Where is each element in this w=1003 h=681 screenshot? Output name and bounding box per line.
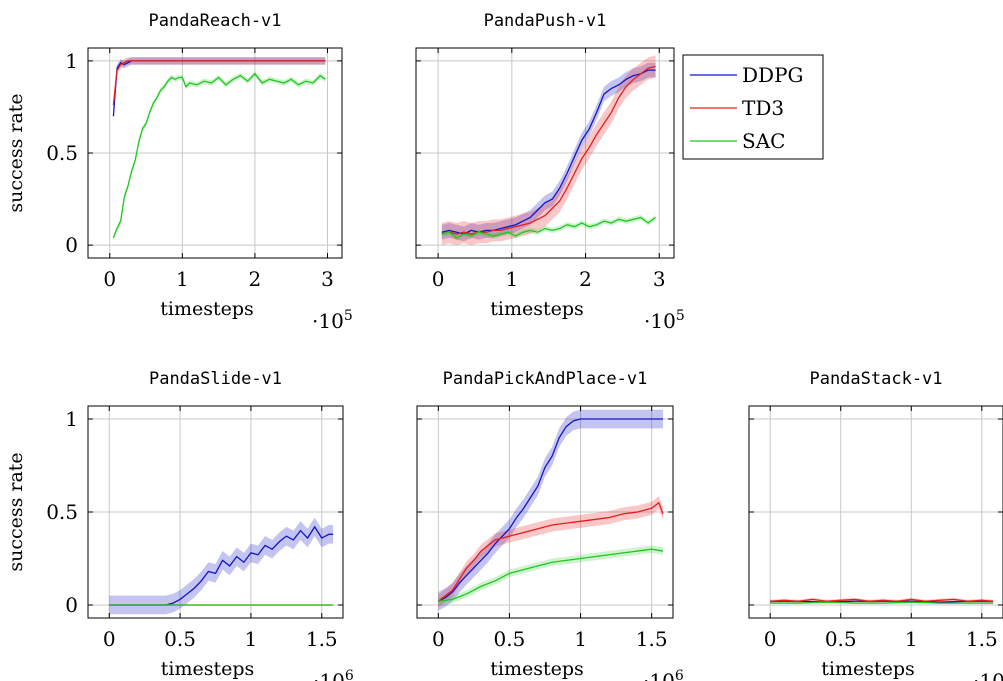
plot-area [437,409,664,611]
chart-title: PandaSlide-v1 [149,369,282,389]
y-tick-label: 0.5 [46,500,78,524]
band-sac [438,545,664,605]
band-td3 [438,496,664,608]
x-tick-label: 3 [653,267,666,291]
x-tick-label: 1.5 [966,627,998,651]
chart-panel-pandareach-v1: 0 1 2 3 0 0.5 1 PandaReach-v1 timesteps ·105 succe… [5,11,353,333]
series-line-ddpg [770,600,994,603]
x-tick-label: 1 [245,627,258,651]
band-sac [441,214,656,241]
x-tick-label: 1.5 [636,627,668,651]
band-td3 [441,55,656,246]
x-axis-label: timesteps [821,658,915,680]
y-tick-label: 1 [65,49,78,73]
x-tick-label: 0.5 [164,627,196,651]
series-line-td3 [770,598,994,602]
y-tick-label: 0 [65,593,78,617]
legend-label-ddpg: DDPG [742,63,804,87]
plot-area [109,517,334,615]
y-tick-label: 0.5 [46,141,78,165]
x-axis-multiplier: ·105 [644,308,685,333]
band-ddpg [441,62,656,242]
x-axis-multiplier: ·106 [643,668,684,681]
band-ddpg [438,409,664,611]
y-axis-label: success rate [5,93,27,212]
legend-box [682,54,824,160]
x-axis-multiplier: ·106 [313,668,354,681]
series-line-ddpg [112,60,326,117]
y-axis-label: success rate [5,452,27,571]
x-tick-label: 1.5 [306,627,338,651]
y-tick-label: 1 [65,407,78,431]
x-tick-label: 0 [103,267,116,291]
chart-title: PandaPush-v1 [484,11,607,31]
chart-title: PandaReach-v1 [148,11,281,31]
legend: DDPG TD3 SAC [682,54,824,160]
legend-label-td3: TD3 [742,96,784,120]
x-axis-multiplier: ·105 [312,308,353,333]
series-line-sac [112,72,326,238]
x-tick-label: 0 [432,267,445,291]
plot-area [770,597,994,604]
x-tick-label: 0.5 [494,627,526,651]
x-tick-label: 3 [321,267,334,291]
chart-panel-pandaslide-v1: 0 0.5 1 1.5 0 0.5 1 PandaSlide-v1 timesteps ·106 s… [5,369,354,681]
legend-label-sac: SAC [742,129,785,153]
band-sac [113,71,326,241]
chart-title: PandaStack-v1 [809,369,942,389]
x-axis-label: timesteps [161,658,255,680]
x-axis-multiplier: ·106 [973,668,1003,681]
x-tick-label: 1 [176,267,189,291]
series-line-sac [770,601,994,604]
series-line-td3 [112,60,326,106]
band-td3 [113,57,326,109]
series-line-td3 [437,501,664,602]
chart-panel-pandapush-v1: 0 1 2 3 PandaPush-v1 timesteps ·105 [415,11,685,333]
x-tick-label: 2 [579,267,592,291]
x-tick-label: 0.5 [825,627,857,651]
band-ddpg [113,57,326,120]
series-line-sac [441,216,656,239]
series-line-sac [438,548,664,602]
x-axis-label: timesteps [160,298,254,320]
x-tick-label: 0 [103,627,116,651]
x-axis-label: timesteps [490,298,584,320]
x-tick-label: 0 [764,627,777,651]
x-tick-label: 1 [905,627,918,651]
x-tick-label: 0 [432,627,445,651]
x-tick-label: 1 [574,627,587,651]
chart-title: PandaPickAndPlace-v1 [443,369,648,389]
x-tick-label: 2 [249,267,262,291]
x-axis-label: timesteps [490,658,584,680]
band-ddpg [109,517,334,615]
x-tick-label: 1 [505,267,518,291]
series-line-ddpg [438,418,664,602]
chart-panel-pandapickandplace-v1: 0 0.5 1 1.5 PandaPickAndPlace-v1 timesteps ·10… [416,369,684,681]
plot-area [441,55,656,246]
y-tick-label: 0 [65,233,78,257]
chart-panel-pandastack-v1: 0 0.5 1 1.5 PandaStack-v1 timesteps ·106 [748,369,1003,681]
series-line-ddpg [109,525,334,606]
plot-area [112,57,326,241]
